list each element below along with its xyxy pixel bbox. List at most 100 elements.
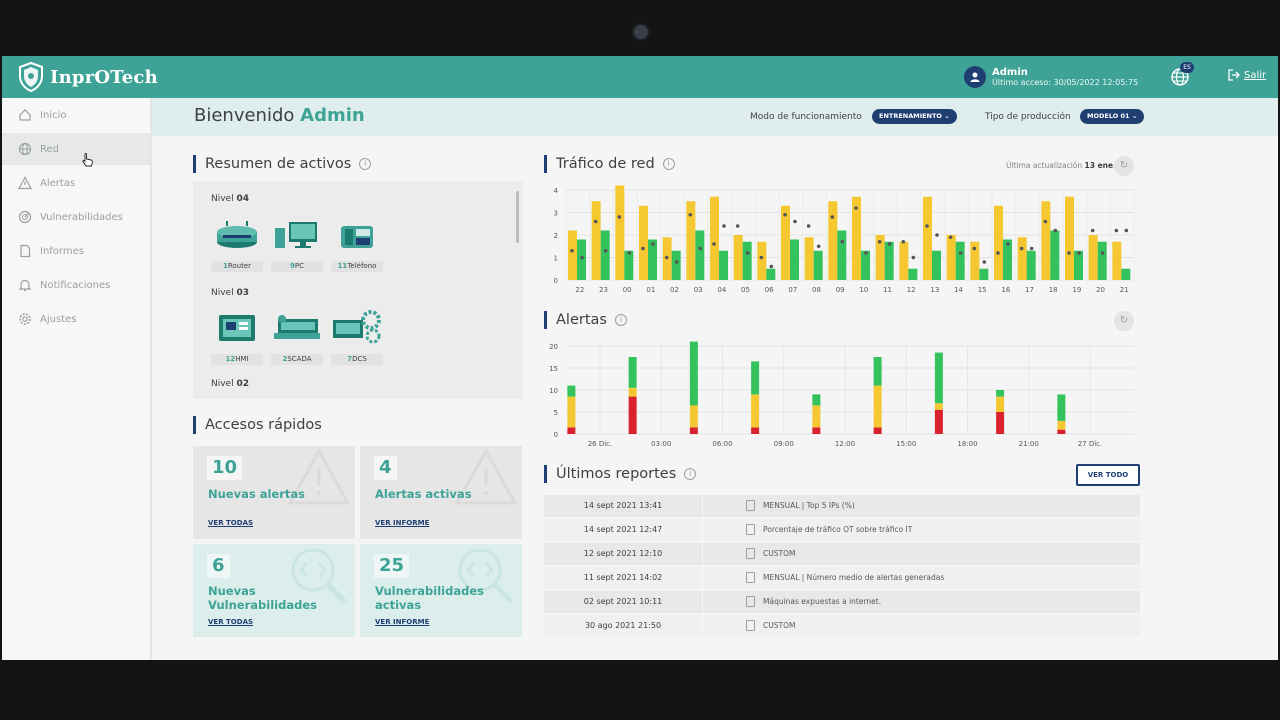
- quick-link[interactable]: VER INFORME: [375, 519, 430, 527]
- alert-bar-yellow: [1057, 420, 1066, 430]
- report-row[interactable]: 11 sept 2021 14:02 MENSUAL | Número medio…: [544, 567, 1140, 589]
- updated-value: 13 ene.: [1084, 161, 1116, 170]
- report-row[interactable]: 14 sept 2021 13:41 MENSUAL | Top 5 IPs (%…: [544, 495, 1140, 517]
- device-phone[interactable]: 11Teléfono: [331, 215, 383, 272]
- traffic-point: [593, 219, 598, 224]
- traffic-point: [674, 260, 679, 264]
- view-all-reports-button[interactable]: VER TODO: [1076, 464, 1140, 486]
- report-text: Máquinas expuestas a internet.: [763, 597, 882, 606]
- assets-title: Resumen de activos: [205, 156, 352, 172]
- traffic-bar-yellow: [1065, 196, 1074, 280]
- user-info[interactable]: Admin Último acceso: 30/05/2022 12:05:75: [964, 64, 1138, 90]
- report-row[interactable]: 30 ago 2021 21:50 CUSTOM: [544, 615, 1140, 637]
- quick-card-new-vulns[interactable]: 6 Nuevas Vulnerabilidades VER TODAS: [193, 544, 355, 637]
- sidebar-item-label: Alertas: [40, 177, 76, 189]
- sidebar-item-red[interactable]: Red: [2, 133, 150, 165]
- quick-link[interactable]: VER TODAS: [208, 618, 254, 626]
- x-tick-label: 03:00: [651, 440, 671, 448]
- report-row[interactable]: 02 sept 2021 10:11 Máquinas expuestas a i…: [544, 591, 1140, 613]
- x-tick-label: 22: [575, 286, 584, 294]
- sidebar-item-vulnerabilidades[interactable]: Vulnerabilidades: [2, 201, 150, 233]
- sidebar-item-notificaciones[interactable]: Notificaciones: [2, 269, 150, 301]
- quick-card-active-vulns[interactable]: 25 Vulnerabilidades activas VER INFORME: [360, 544, 522, 637]
- traffic-bar-yellow: [591, 201, 601, 280]
- alert-bar-green: [628, 357, 637, 388]
- level-word: Nivel: [211, 288, 234, 298]
- language-badge[interactable]: ES: [1180, 62, 1194, 73]
- production-dropdown[interactable]: MODELO 01 ⌄: [1080, 109, 1145, 124]
- x-tick-label: 05: [741, 286, 750, 294]
- traffic-bar-yellow: [568, 230, 577, 280]
- device-router[interactable]: 1Router: [211, 215, 263, 272]
- report-row[interactable]: 12 sept 2021 12:10 CUSTOM: [544, 543, 1140, 565]
- traffic-bar-green: [955, 241, 965, 280]
- traffic-point: [935, 233, 939, 237]
- document-icon: [20, 244, 31, 258]
- device-pc[interactable]: 9PC: [271, 215, 323, 272]
- traffic-point: [972, 246, 977, 251]
- traffic-bar-green: [1074, 250, 1083, 280]
- traffic-bar-green: [1003, 239, 1012, 280]
- sidebar-item-label: Informes: [40, 245, 84, 257]
- sidebar-item-label: Notificaciones: [40, 279, 111, 291]
- alert-bar-red: [1057, 429, 1066, 434]
- traffic-point: [698, 246, 703, 251]
- quick-card-new-alerts[interactable]: 10 Nuevas alertas VER TODAS: [193, 446, 355, 539]
- traffic-bar-green: [695, 230, 705, 280]
- x-tick-label: 21: [1120, 286, 1129, 294]
- alerts-refresh-icon[interactable]: ↻: [1114, 311, 1134, 331]
- traffic-point: [1090, 228, 1095, 233]
- quick-link[interactable]: VER INFORME: [375, 618, 430, 626]
- alert-bar-yellow: [996, 396, 1005, 412]
- traffic-refresh-icon[interactable]: ↻: [1114, 156, 1134, 176]
- x-tick-label: 20: [1096, 286, 1105, 294]
- sidebar-item-alertas[interactable]: Alertas: [2, 167, 150, 199]
- y-tick-label: 5: [554, 409, 558, 417]
- sidebar-item-label: Vulnerabilidades: [40, 211, 123, 223]
- traffic-bar-green: [861, 250, 870, 280]
- user-name: Admin: [992, 66, 1028, 78]
- radar-icon: [18, 210, 32, 224]
- alerts-title: Alertas: [556, 312, 607, 328]
- traffic-point: [901, 239, 906, 244]
- mode-dropdown[interactable]: ENTRENAMIENTO ⌄: [872, 109, 957, 124]
- alert-bar-green: [567, 385, 576, 397]
- quick-title: Accesos rápidos: [205, 417, 322, 433]
- traffic-point: [911, 255, 916, 260]
- updated-label: Última actualización: [1006, 161, 1083, 170]
- traffic-bar-yellow: [994, 205, 1003, 280]
- traffic-bar-green: [979, 268, 989, 280]
- device-hmi[interactable]: 12HMI: [211, 308, 263, 365]
- sidebar-item-informes[interactable]: Informes: [2, 235, 150, 267]
- sidebar-item-ajustes[interactable]: Ajustes: [2, 303, 150, 335]
- y-tick-label: 0: [554, 277, 558, 285]
- quick-link[interactable]: VER TODAS: [208, 519, 254, 527]
- quick-card-active-alerts[interactable]: 4 Alertas activas VER INFORME: [360, 446, 522, 539]
- traffic-point: [806, 224, 811, 228]
- traffic-point: [1043, 219, 1048, 224]
- traffic-bar-yellow: [686, 201, 696, 280]
- traffic-bar-yellow: [946, 235, 956, 280]
- y-tick-label: 4: [554, 187, 559, 195]
- traffic-bar-yellow: [804, 237, 814, 280]
- report-row[interactable]: 14 sept 2021 12:47 Porcentaje de tráfico …: [544, 519, 1140, 541]
- hand-cursor-icon: [82, 153, 93, 167]
- assets-scrollbar[interactable]: [516, 191, 519, 243]
- x-tick-label: 18: [1049, 286, 1058, 294]
- info-icon[interactable]: i: [684, 468, 697, 480]
- quick-number: 10: [207, 456, 243, 480]
- x-tick-label: 17: [1025, 286, 1034, 294]
- device-count: 12: [225, 355, 236, 363]
- traffic-section-title: Tráfico de red i: [544, 155, 675, 173]
- brand-logo[interactable]: InprOTech: [18, 62, 158, 92]
- device-name: Teléfono: [347, 262, 377, 270]
- logout-button[interactable]: Salir: [1228, 69, 1266, 81]
- device-scada[interactable]: 2SCADA: [271, 308, 323, 365]
- sidebar-item-inicio[interactable]: Inicio: [2, 99, 150, 131]
- dcs-icon: [333, 310, 381, 344]
- info-icon[interactable]: i: [662, 158, 675, 170]
- info-icon[interactable]: i: [359, 158, 372, 170]
- traffic-point: [712, 242, 716, 246]
- device-dcs[interactable]: 7DCS: [331, 308, 383, 365]
- info-icon[interactable]: i: [614, 314, 627, 326]
